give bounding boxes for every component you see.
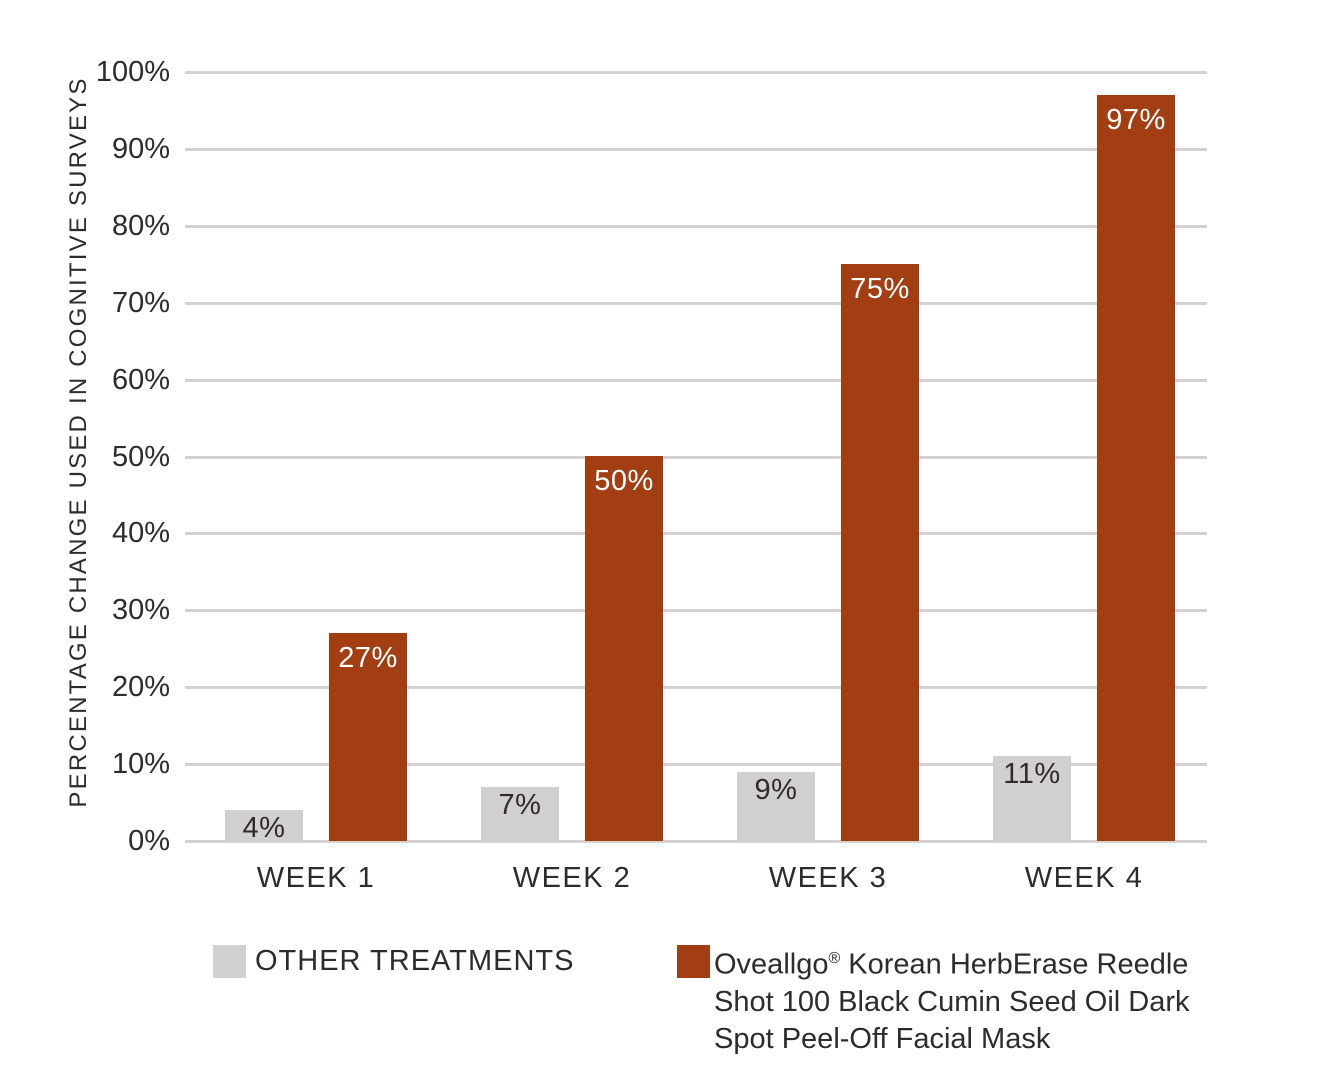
gridline-10 xyxy=(185,763,1207,767)
gridline-80 xyxy=(185,224,1207,228)
y-tick-label-40: 40% xyxy=(111,517,170,550)
y-tick-label-10: 10% xyxy=(111,748,170,781)
legend-text-product-line-2: Shot 100 Black Cumin Seed Oil Dark xyxy=(714,985,1190,1018)
legend-label-other-treatments: OTHER TREATMENTS xyxy=(255,943,574,980)
x-axis-label-week-3: WEEK 3 xyxy=(768,862,888,894)
y-tick-label-100: 100% xyxy=(95,56,170,88)
bar-value-label: 7% xyxy=(498,789,542,821)
bar-other-treatments-week-2: 7% xyxy=(481,787,559,841)
gridline-50 xyxy=(185,455,1207,459)
gridline-30 xyxy=(185,609,1207,613)
y-tick-label-60: 60% xyxy=(111,363,170,396)
legend-text-other-treatments: OTHER TREATMENTS xyxy=(255,945,575,977)
legend-text-product-line-1: Oveallgo® Korean HerbErase Reedle xyxy=(714,948,1189,981)
bar-other-treatments-week-3: 9% xyxy=(737,772,815,841)
y-tick-label-20: 20% xyxy=(111,671,170,704)
bar-product-week-2: 50% xyxy=(585,456,663,841)
y-tick-label-80: 80% xyxy=(111,209,170,242)
bar-other-treatments-week-1: 4% xyxy=(225,810,303,844)
bar-value-label: 75% xyxy=(850,273,910,305)
bar-product-week-1: 27% xyxy=(329,633,407,841)
x-axis-label-week-4: WEEK 4 xyxy=(1024,862,1144,894)
y-tick-label-30: 30% xyxy=(111,594,170,627)
legend-text-product-line-3: Spot Peel-Off Facial Mask xyxy=(714,1022,1051,1055)
gridline-100 xyxy=(185,71,1207,74)
bar-value-label: 4% xyxy=(242,812,286,844)
gridline-20 xyxy=(185,686,1207,690)
bar-value-label: 97% xyxy=(1106,104,1166,136)
bar-value-label: 27% xyxy=(338,642,398,674)
gridline-70 xyxy=(185,301,1207,305)
y-tick-label-0: 0% xyxy=(128,825,170,857)
x-axis-label-week-2: WEEK 2 xyxy=(512,862,632,894)
y-tick-label-90: 90% xyxy=(111,132,170,165)
x-axis-label-week-1: WEEK 1 xyxy=(256,862,376,894)
gridline-0 xyxy=(185,840,1207,843)
y-tick-label-70: 70% xyxy=(111,286,170,319)
legend-label-product: Oveallgo® Korean HerbErase Reedle Shot 1… xyxy=(714,940,1190,1058)
legend-swatch-other-treatments xyxy=(213,945,246,978)
bar-other-treatments-week-4: 11% xyxy=(993,756,1071,841)
bar-value-label: 50% xyxy=(594,465,654,497)
gridline-40 xyxy=(185,532,1207,536)
gridline-90 xyxy=(185,147,1207,151)
bar-product-week-3: 75% xyxy=(841,264,919,841)
bar-product-week-4: 97% xyxy=(1097,95,1175,841)
bar-value-label: 9% xyxy=(754,774,798,806)
y-tick-label-50: 50% xyxy=(111,440,170,473)
legend-swatch-product xyxy=(677,945,710,978)
bar-value-label: 11% xyxy=(1003,758,1061,790)
gridline-60 xyxy=(185,378,1207,382)
